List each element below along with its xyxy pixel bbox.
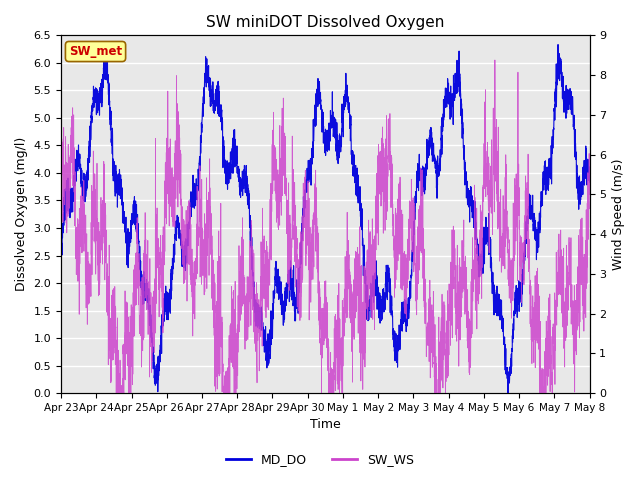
X-axis label: Time: Time (310, 419, 340, 432)
Text: SW_met: SW_met (69, 45, 122, 58)
Y-axis label: Wind Speed (m/s): Wind Speed (m/s) (612, 158, 625, 270)
Legend: MD_DO, SW_WS: MD_DO, SW_WS (221, 448, 419, 471)
Title: SW miniDOT Dissolved Oxygen: SW miniDOT Dissolved Oxygen (206, 15, 445, 30)
Y-axis label: Dissolved Oxygen (mg/l): Dissolved Oxygen (mg/l) (15, 137, 28, 291)
